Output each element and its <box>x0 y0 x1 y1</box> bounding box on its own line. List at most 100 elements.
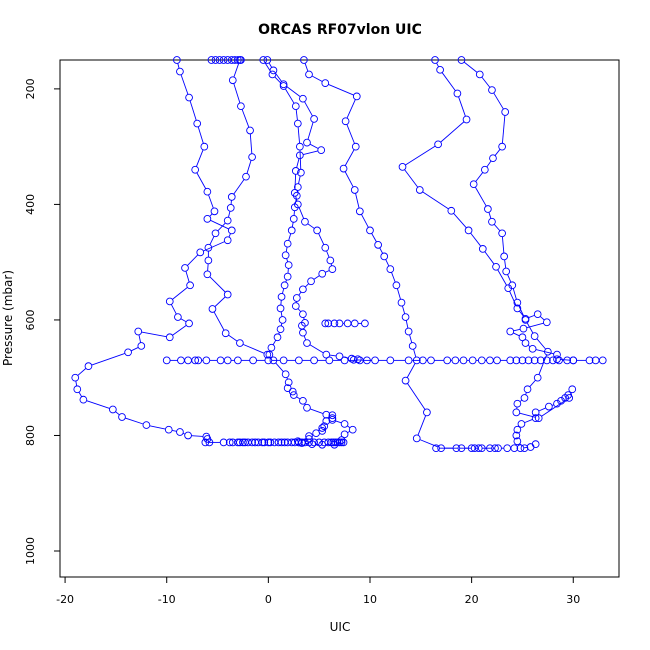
data-point <box>533 310 542 319</box>
series-segment <box>268 62 273 68</box>
y-tick-label: 600 <box>24 309 37 330</box>
series-9 <box>201 438 346 447</box>
data-point <box>503 444 512 453</box>
data-point <box>317 146 326 154</box>
data-point <box>452 444 461 453</box>
data-point <box>392 281 401 290</box>
series-segment <box>197 126 204 144</box>
series-segment <box>313 275 320 280</box>
data-point <box>486 444 494 453</box>
data-point <box>322 350 331 359</box>
series-segment <box>207 263 209 271</box>
data-point <box>510 444 519 453</box>
x-tick-label: 10 <box>363 593 377 606</box>
data-point <box>191 165 200 174</box>
data-point <box>526 443 535 451</box>
data-point <box>347 354 356 363</box>
data-point <box>279 80 288 89</box>
series-segment <box>413 349 417 358</box>
data-point <box>519 324 528 333</box>
series-segment <box>463 61 478 73</box>
series-segment <box>86 400 110 409</box>
data-point <box>328 411 337 420</box>
data-point <box>296 142 304 151</box>
series-segment <box>275 362 284 372</box>
data-point <box>398 163 407 171</box>
series-segment <box>208 194 214 209</box>
data-point <box>318 424 327 432</box>
data-point <box>208 305 217 313</box>
series-segment <box>329 354 337 357</box>
data-point <box>488 217 496 226</box>
y-tick-label: 200 <box>24 78 37 99</box>
series-segment <box>481 76 491 88</box>
data-point <box>291 302 300 310</box>
series-segment <box>379 247 384 254</box>
data-point <box>109 405 117 414</box>
data-point <box>254 438 263 447</box>
series-segment <box>328 84 354 96</box>
data-point <box>557 396 565 405</box>
series-segment <box>422 191 449 210</box>
data-point <box>291 167 300 175</box>
series-2 <box>203 56 357 449</box>
data-point <box>355 207 364 216</box>
series-segment <box>295 109 298 121</box>
series-segment <box>228 211 231 218</box>
data-point <box>545 402 553 411</box>
data-point <box>569 356 578 365</box>
x-tick-label: 0 <box>265 593 272 606</box>
series-segment <box>294 174 297 190</box>
data-point <box>296 151 304 160</box>
data-point <box>204 256 213 265</box>
data-point <box>227 226 236 235</box>
data-point <box>321 319 330 328</box>
data-point <box>184 431 192 440</box>
series-segment <box>538 407 546 412</box>
data-point <box>276 304 285 313</box>
data-point <box>533 373 542 382</box>
series-5 <box>300 56 499 453</box>
data-point <box>598 356 607 365</box>
data-point <box>443 356 452 365</box>
series-segment <box>518 305 525 318</box>
data-point <box>204 243 213 252</box>
data-point <box>366 226 374 235</box>
series-segment <box>217 222 226 232</box>
series-segment <box>241 109 250 128</box>
data-point <box>464 226 473 235</box>
series-segment <box>405 320 409 329</box>
series-3 <box>259 56 305 359</box>
data-point <box>516 444 525 453</box>
data-point <box>322 417 331 425</box>
series-segment <box>512 288 517 300</box>
data-point <box>553 399 561 408</box>
series-segment <box>286 85 301 98</box>
data-point <box>184 356 192 365</box>
series-segment <box>524 419 533 424</box>
data-point <box>162 356 171 365</box>
series-segment <box>536 338 547 350</box>
series-8 <box>512 391 573 453</box>
data-point <box>427 356 435 365</box>
data-point <box>462 115 471 124</box>
data-point <box>553 355 561 364</box>
series-segment <box>407 383 426 410</box>
series-segment <box>297 126 301 144</box>
data-point <box>223 290 232 299</box>
data-point <box>264 356 273 365</box>
series-segment <box>213 311 225 331</box>
data-point <box>73 385 82 394</box>
y-tick-label: 800 <box>24 425 37 446</box>
data-point <box>327 438 336 447</box>
data-point <box>489 154 497 163</box>
data-point <box>531 414 540 422</box>
series-10 <box>162 356 607 365</box>
series-segment <box>185 271 190 283</box>
series-segment <box>115 411 120 416</box>
data-point <box>478 245 487 253</box>
data-point <box>165 333 174 342</box>
data-point <box>176 67 184 76</box>
series-segment <box>401 305 406 314</box>
data-point <box>265 350 274 359</box>
